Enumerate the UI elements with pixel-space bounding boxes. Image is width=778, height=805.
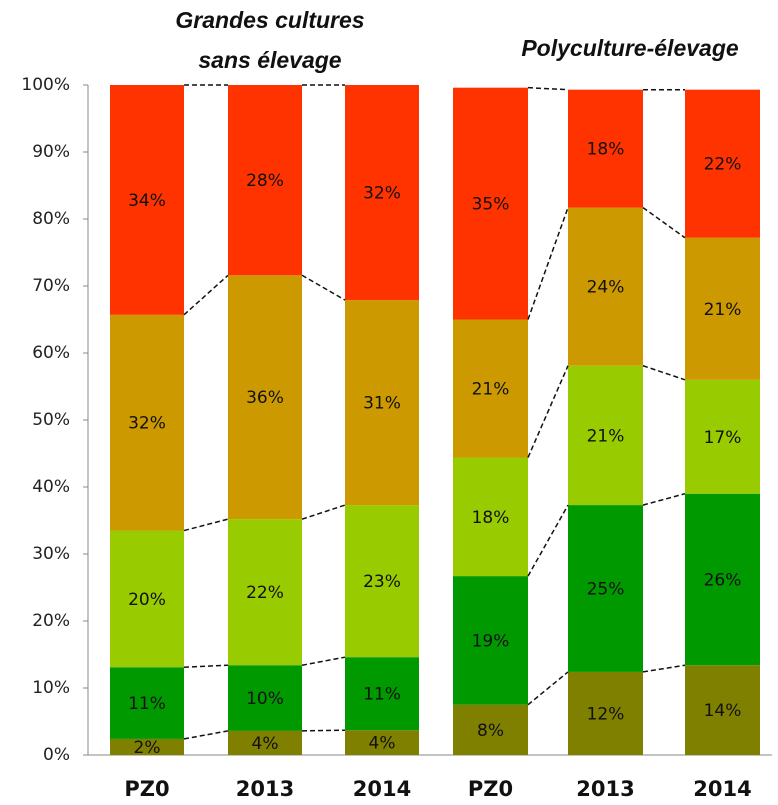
x-tick-label: 2013: [576, 777, 634, 801]
connector: [642, 365, 686, 381]
data-label: 2%: [134, 738, 161, 758]
y-tick-label: 50%: [32, 410, 70, 430]
bar-segment: [453, 457, 528, 577]
y-tick-label: 100%: [21, 75, 70, 95]
data-label: 28%: [246, 171, 284, 191]
data-label: 14%: [704, 701, 742, 721]
connector: [642, 492, 686, 506]
bar-segment: [345, 505, 419, 658]
bar-segment: [453, 704, 528, 755]
connector: [527, 207, 569, 320]
y-tick-label: 70%: [32, 276, 70, 296]
data-label: 22%: [704, 155, 742, 175]
bar-segment: [568, 89, 643, 208]
connector: [527, 365, 569, 458]
bar-segment: [228, 85, 302, 276]
data-label: 25%: [587, 580, 625, 600]
bar-segment: [110, 530, 184, 668]
chart-title: Grandes cultures: [175, 7, 364, 33]
connector: [301, 504, 346, 520]
bar-segment: [110, 314, 184, 531]
bar-segment: [110, 738, 184, 755]
data-label: 24%: [587, 278, 625, 298]
bar-segment: [110, 667, 184, 739]
data-label: 4%: [369, 734, 396, 754]
data-label: 21%: [587, 426, 625, 446]
connector: [301, 729, 346, 732]
data-label: 35%: [472, 195, 510, 215]
bar-segment: [228, 665, 302, 731]
bar-segment: [685, 665, 760, 755]
y-tick-label: 10%: [32, 678, 70, 698]
bar-segment: [685, 493, 760, 666]
data-label: 34%: [128, 191, 166, 211]
chart-title: Polyculture-élevage: [521, 35, 739, 61]
connector: [301, 656, 346, 666]
bar-segment: [568, 365, 643, 506]
data-label: 18%: [472, 508, 510, 528]
data-label: 4%: [252, 734, 279, 754]
bar-segment: [453, 576, 528, 705]
connector: [183, 730, 229, 740]
y-tick-label: 80%: [32, 209, 70, 229]
y-tick-label: 90%: [32, 142, 70, 162]
y-tick-label: 20%: [32, 611, 70, 631]
connector: [527, 671, 569, 706]
connector: [183, 664, 229, 668]
data-label: 17%: [704, 428, 742, 448]
bar-segment: [568, 505, 643, 672]
y-tick-label: 40%: [32, 477, 70, 497]
bar-segment: [685, 237, 760, 380]
x-tick-label: 2014: [353, 777, 411, 801]
bar-segment: [568, 671, 643, 755]
bar-segment: [228, 275, 302, 520]
data-label: 10%: [246, 689, 284, 709]
x-tick-label: PZ0: [468, 777, 513, 801]
bar-segment: [345, 300, 419, 506]
data-label: 12%: [587, 704, 625, 724]
bar-segment: [345, 657, 419, 731]
data-label: 18%: [587, 140, 625, 160]
connector: [642, 207, 686, 239]
connector: [183, 274, 229, 316]
bar-segment: [685, 89, 760, 238]
bar-segment: [453, 319, 528, 458]
bar-segment: [568, 207, 643, 366]
bar-segment: [228, 519, 302, 666]
bar-segment: [110, 85, 184, 315]
data-label: 31%: [363, 394, 401, 414]
data-label: 32%: [128, 414, 166, 434]
data-label: 19%: [472, 631, 510, 651]
data-label: 23%: [363, 572, 401, 592]
data-label: 21%: [472, 380, 510, 400]
x-tick-label: 2014: [693, 777, 751, 801]
data-label: 36%: [246, 388, 284, 408]
data-label: 32%: [363, 184, 401, 204]
connector: [527, 86, 569, 91]
bar-segment: [345, 730, 419, 755]
y-tick-label: 60%: [32, 343, 70, 363]
data-label: 8%: [477, 721, 504, 741]
data-label: 22%: [246, 583, 284, 603]
bar-segment: [453, 87, 528, 320]
x-tick-label: 2013: [236, 777, 294, 801]
data-label: 26%: [704, 570, 742, 590]
x-tick-label: PZ0: [124, 777, 169, 801]
data-label: 11%: [128, 694, 166, 714]
connector: [642, 664, 686, 673]
data-label: 11%: [363, 685, 401, 705]
y-tick-label: 0%: [43, 745, 70, 765]
connector: [183, 518, 229, 532]
connector: [301, 274, 346, 301]
data-label: 21%: [704, 300, 742, 320]
bar-segment: [228, 730, 302, 755]
data-label: 20%: [128, 590, 166, 610]
bar-segment: [345, 85, 419, 301]
bar-segment: [685, 379, 760, 494]
chart-title: sans élevage: [198, 47, 341, 73]
connector: [527, 504, 569, 577]
y-tick-label: 30%: [32, 544, 70, 564]
